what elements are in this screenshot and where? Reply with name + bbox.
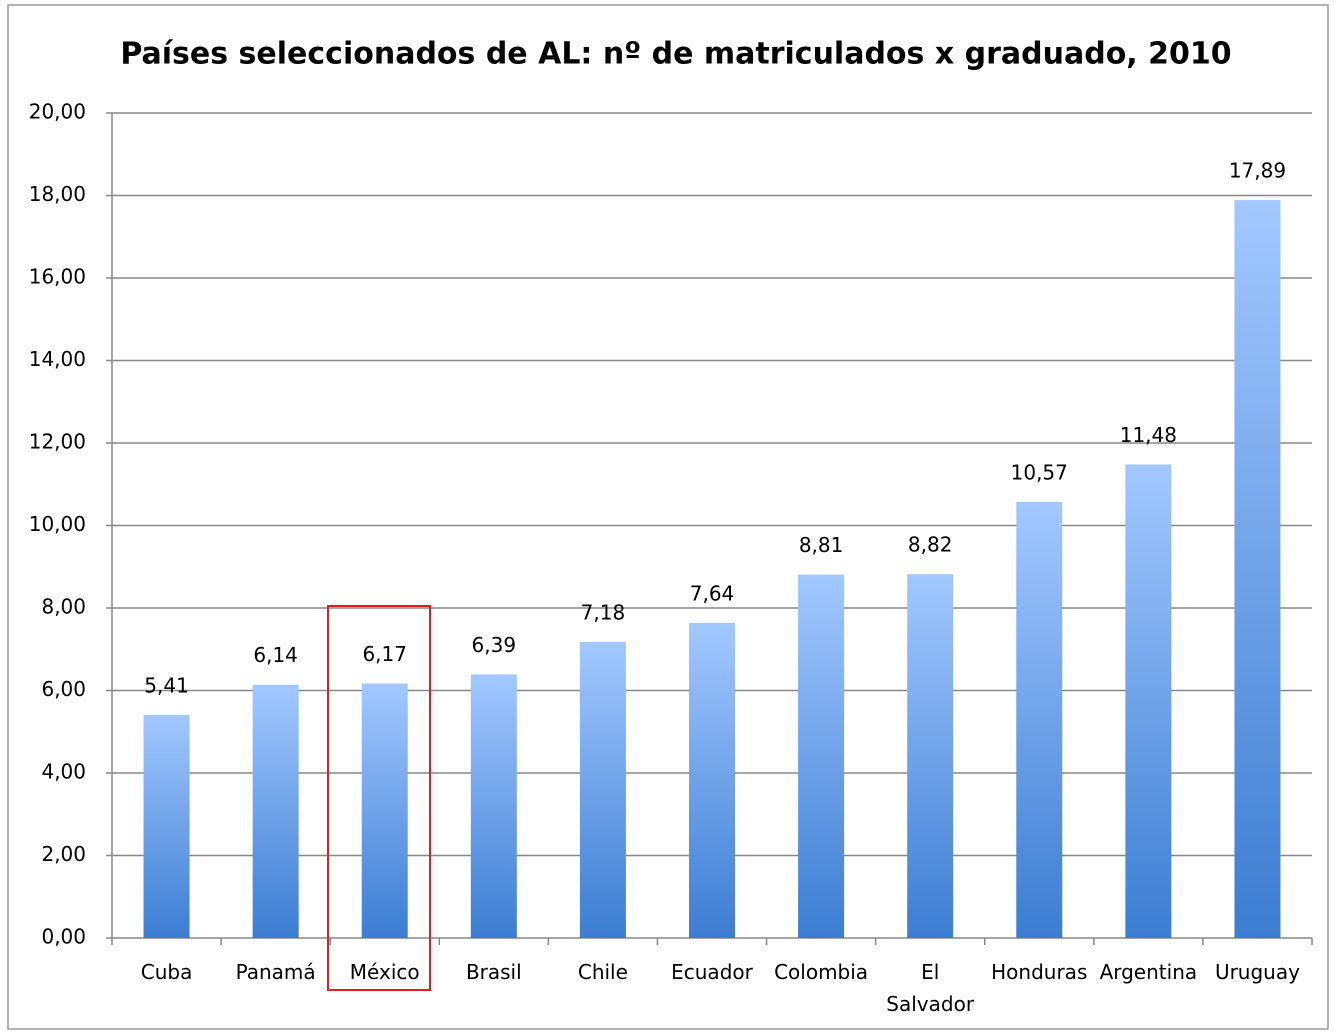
data-label: 17,89 [1229, 159, 1286, 183]
x-tick-label: Cuba [140, 960, 193, 984]
bar [798, 574, 845, 938]
data-label: 6,17 [362, 642, 407, 666]
x-tick-label: Uruguay [1214, 960, 1300, 984]
y-tick-label: 0,00 [41, 925, 86, 949]
x-tick-label: Honduras [991, 960, 1088, 984]
x-label-box: México [349, 960, 420, 984]
data-label: 11,48 [1120, 423, 1177, 447]
y-tick-label: 4,00 [41, 760, 86, 784]
y-tick-label: 18,00 [29, 182, 86, 206]
y-tick-label: 14,00 [29, 347, 86, 371]
bar [579, 641, 626, 938]
data-label: 6,39 [472, 633, 517, 657]
x-tick-label: Ecuador [671, 960, 753, 984]
bar [361, 683, 408, 938]
x-label-box: Argentina [1099, 960, 1198, 984]
bar [689, 622, 735, 938]
data-label: 6,14 [253, 643, 298, 667]
x-tick-label: Argentina [1099, 960, 1198, 984]
x-label-box: Cuba [140, 960, 193, 984]
bar [1125, 464, 1172, 938]
y-tick-label: 12,00 [29, 430, 86, 454]
bar [143, 714, 190, 938]
bar [1016, 501, 1063, 938]
data-label: 10,57 [1011, 460, 1068, 484]
y-tick-label: 6,00 [41, 677, 86, 701]
y-tick-label: 16,00 [29, 265, 86, 289]
data-label: 5,41 [144, 673, 189, 697]
y-tick-label: 2,00 [41, 842, 86, 866]
x-label-box: Uruguay [1214, 960, 1300, 984]
chart-border [7, 4, 1329, 1030]
x-label-box: Colombia [774, 960, 869, 984]
x-tick-label: Panamá [235, 960, 316, 984]
bar [1234, 200, 1281, 939]
data-label: 8,81 [799, 533, 844, 557]
data-label: 7,64 [690, 581, 735, 605]
chart-title: Países seleccionados de AL: nº de matric… [120, 37, 1231, 72]
x-tick-label: México [349, 960, 420, 984]
x-label-box: Chile [577, 960, 628, 984]
x-label-box: Ecuador [671, 960, 753, 984]
x-label-box: El Salvador [886, 960, 975, 1016]
y-tick-label: 10,00 [29, 512, 86, 536]
data-label: 8,82 [908, 533, 953, 557]
highlight-box [327, 605, 431, 991]
x-tick-label: Chile [577, 960, 628, 984]
bar [470, 674, 517, 938]
y-tick-label: 8,00 [41, 595, 86, 619]
bar [907, 574, 954, 938]
y-tick-label: 20,00 [29, 100, 86, 124]
x-tick-label: El Salvador [886, 960, 975, 1016]
x-label-box: Honduras [991, 960, 1088, 984]
x-tick-label: Brasil [465, 960, 522, 984]
bar [252, 684, 299, 938]
x-tick-label: Colombia [774, 960, 869, 984]
data-label: 7,18 [581, 600, 626, 624]
x-label-box: Brasil [465, 960, 522, 984]
x-label-box: Panamá [235, 960, 316, 984]
